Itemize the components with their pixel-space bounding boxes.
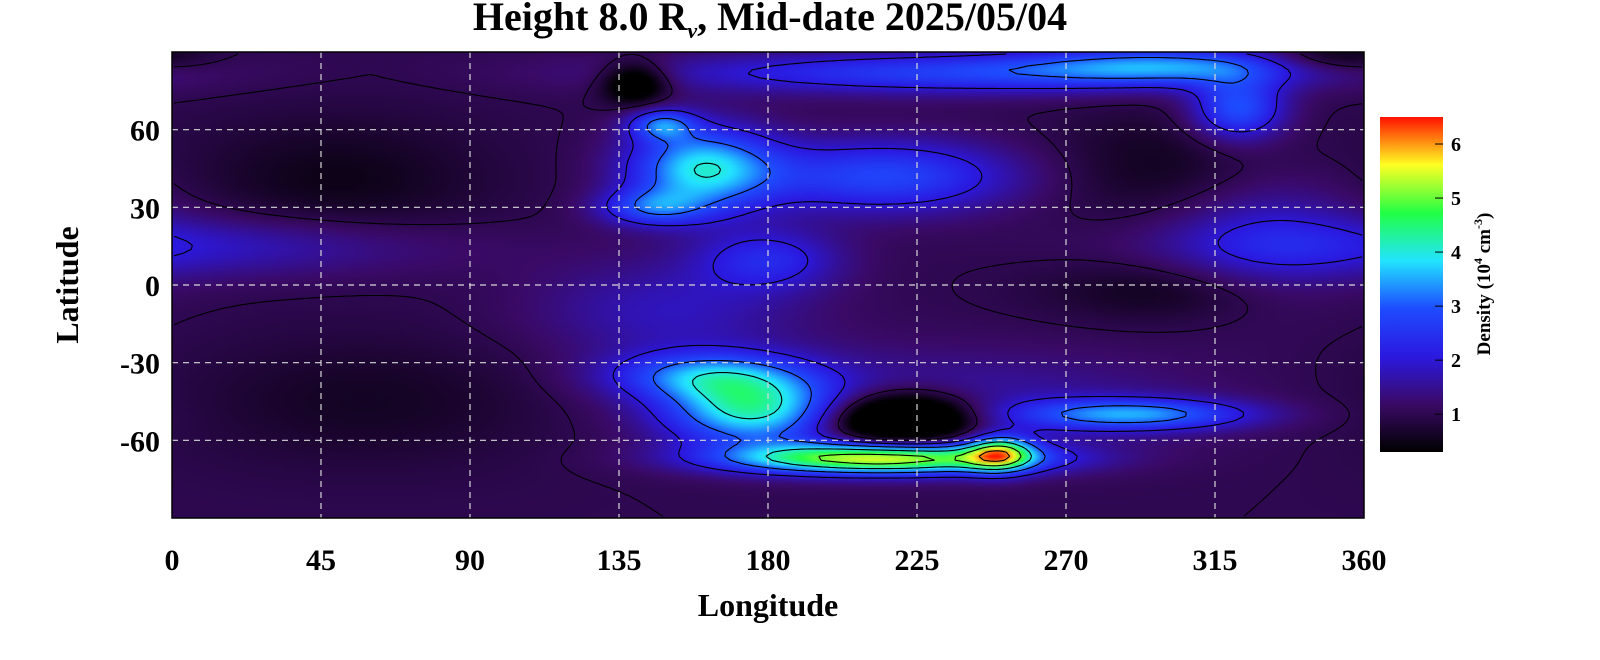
x-tick-label: 315 — [1193, 544, 1238, 577]
contour-level-1 — [173, 53, 1363, 517]
y-tick-label: 60 — [130, 115, 160, 148]
colorbar-tick-label: 3 — [1451, 296, 1461, 318]
y-tick-label: -30 — [120, 348, 160, 381]
y-axis-ticks: 60 30 0 -30 -60 — [120, 115, 160, 459]
y-tick-label: 30 — [130, 192, 160, 225]
x-tick-label: 45 — [306, 544, 336, 577]
colorbar-label-exp1: 4 — [1471, 258, 1485, 264]
colorbar-label-suffix: ) — [1474, 213, 1495, 219]
colorbar-label-mid: cm — [1474, 229, 1495, 258]
x-tick-label: 360 — [1342, 544, 1387, 577]
contour-level-3 — [634, 56, 1249, 474]
colorbar-label: Density (104 cm-3) — [1471, 213, 1495, 356]
y-tick-label: -60 — [120, 425, 160, 458]
title-subscript: v — [687, 18, 697, 43]
y-axis-label: Latitude — [49, 226, 85, 343]
x-tick-label: 270 — [1044, 544, 1089, 577]
x-axis-ticks: 0 45 90 135 180 225 270 315 360 — [165, 544, 1387, 577]
colorbar-tick-label: 4 — [1451, 242, 1461, 264]
plot-frame — [171, 51, 1365, 519]
colorbar-label-exp2: -3 — [1471, 219, 1485, 229]
colorbar-tick-label: 1 — [1451, 404, 1461, 426]
x-tick-label: 135 — [597, 544, 642, 577]
colorbar-label-prefix: Density (10 — [1474, 264, 1495, 355]
colorbar-ticks: 1 2 3 4 5 6 — [1435, 134, 1461, 426]
colorbar-tick-label: 6 — [1451, 134, 1461, 156]
contour-lines — [173, 53, 1363, 517]
grid-lines — [172, 52, 1364, 518]
colorbar-gradient — [1380, 117, 1443, 452]
x-tick-label: 90 — [455, 544, 485, 577]
title-suffix: , Mid-date 2025/05/04 — [697, 0, 1067, 39]
x-axis-label: Longitude — [698, 587, 838, 623]
x-tick-label: 0 — [165, 544, 180, 577]
colorbar-tick-label: 2 — [1451, 350, 1461, 372]
contour-level-5 — [818, 445, 1022, 467]
contour-level-4 — [692, 162, 1033, 471]
heatmap-plot-area — [171, 51, 1365, 519]
x-tick-label: 225 — [895, 544, 940, 577]
colorbar-tick-label: 5 — [1451, 188, 1461, 210]
title-prefix: Height 8.0 R — [473, 0, 689, 39]
y-tick-label: 0 — [145, 270, 160, 303]
contour-level-6 — [978, 450, 1011, 462]
chart-title: Height 8.0 Rv, Mid-date 2025/05/04 — [473, 0, 1067, 43]
x-tick-label: 180 — [746, 544, 791, 577]
